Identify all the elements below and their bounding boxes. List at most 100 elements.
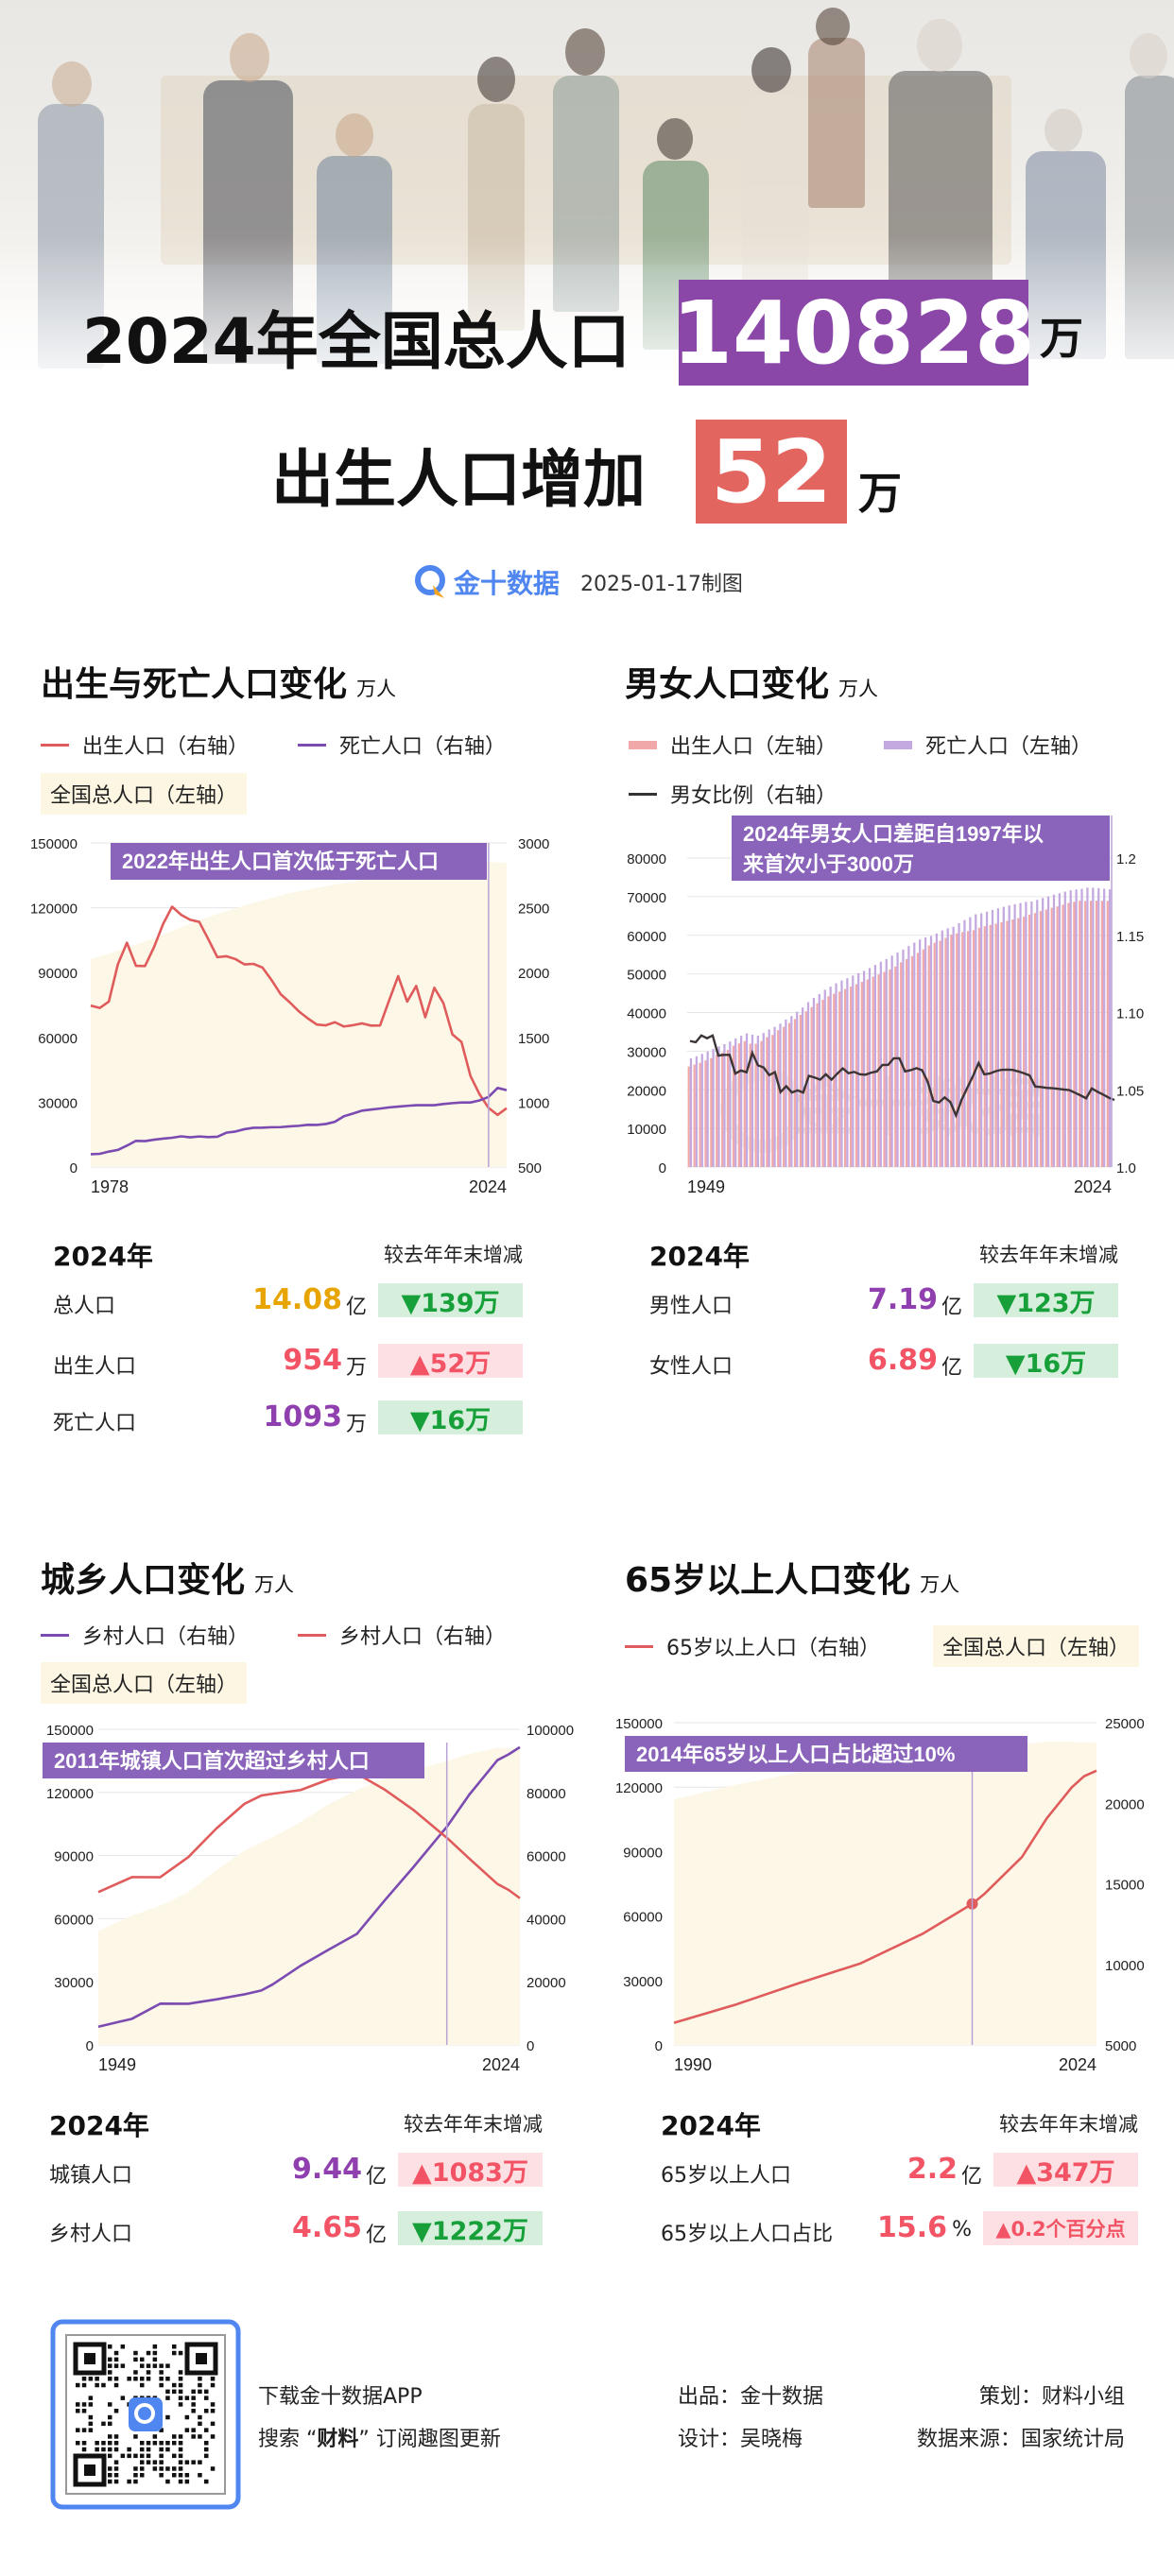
qr-module (210, 2466, 216, 2471)
qr-module (140, 2382, 145, 2388)
male-bar (773, 1026, 776, 1167)
stats-value: 9.44 (291, 2153, 362, 2186)
male-bar (801, 1007, 804, 1167)
right-axis-tick: 20000 (527, 1975, 566, 1991)
male-bar (975, 914, 977, 1167)
qr-module (191, 2389, 196, 2395)
male-bar (919, 939, 922, 1167)
qr-module (113, 2363, 119, 2368)
right-axis-tick: 500 (518, 1160, 542, 1176)
left-axis-tick: 20000 (627, 1083, 666, 1099)
qr-finder-center (84, 2464, 95, 2476)
right-axis-tick: 25000 (1105, 1716, 1145, 1732)
stats-row: 女性人口 6.89 亿 ▼16万 (649, 1344, 1118, 1380)
qr-code[interactable] (49, 2318, 242, 2511)
stats-unit: 万 (345, 1413, 367, 1436)
stats-panel: 2024年 较去年年末增减 城镇人口 9.44 亿 ▲1083万 乡村人口 4.6… (49, 2105, 543, 2294)
stats-value: 15.6 (876, 2211, 947, 2244)
qr-module (81, 2447, 87, 2452)
male-bar (862, 970, 866, 1167)
female-bar (939, 940, 941, 1167)
legend-label: 男女比例（右轴） (670, 784, 837, 808)
stats-unit: 亿 (345, 1296, 367, 1319)
female-bar (889, 970, 891, 1167)
urban-rural-chart: 0 30000 60000 90000 120000 150000 0 20000 40000 6… (43, 1723, 574, 2074)
qr-module (159, 2460, 164, 2464)
left-axis-tick: 150000 (30, 836, 78, 852)
female-bar (783, 1026, 786, 1167)
female-bar (855, 984, 858, 1167)
qr-module (108, 2421, 112, 2427)
female-bar (1039, 911, 1043, 1167)
qr-module (204, 2409, 209, 2413)
left-axis-tick: 30000 (623, 1974, 663, 1990)
annotation-box (43, 1743, 424, 1778)
qr-module (178, 2460, 183, 2464)
qr-module (159, 2473, 164, 2478)
stats-unit: 亿 (941, 1296, 962, 1319)
stats-year: 2024年 (53, 1241, 153, 1272)
left-axis-tick: 0 (70, 1160, 78, 1176)
male-bar (1069, 890, 1072, 1167)
stats-panel: 2024年 较去年年末增减 65岁以上人口 2.2 亿 ▲347万 65岁以上人口… (661, 2105, 1138, 2294)
birth-increase-value: 52 (696, 420, 847, 524)
total-population-area (98, 1747, 520, 2045)
qr-module (133, 2479, 138, 2484)
qr-module (178, 2479, 183, 2484)
female-bar (972, 930, 975, 1167)
male-bar (924, 936, 927, 1167)
qr-module (81, 2402, 87, 2407)
qr-module (140, 2473, 145, 2478)
stats-label: 乡村人口 (49, 2223, 133, 2246)
male-bar (762, 1033, 765, 1167)
qr-module (191, 2434, 196, 2439)
change-badge-down: ▼1222万 (398, 2211, 543, 2246)
qr-module (95, 2447, 99, 2452)
male-bar (1097, 887, 1100, 1167)
female-bar (687, 1066, 690, 1167)
unit-label: 万人 (920, 1573, 960, 1596)
qr-module (165, 2479, 170, 2484)
qr-module (184, 2479, 190, 2484)
gender-chart: 0 10000 20000 30000 40000 50000 60000 70000 8000… (627, 816, 1144, 1196)
qr-module (108, 2441, 112, 2446)
qr-module (120, 2344, 126, 2349)
female-bar (737, 1043, 741, 1167)
change-badge-up: ▲347万 (993, 2153, 1138, 2188)
qr-module (76, 2382, 80, 2388)
female-bar (1106, 901, 1109, 1167)
male-bar (963, 919, 966, 1167)
total-population-value: 140828 (672, 280, 1035, 386)
qr-module (88, 2402, 94, 2407)
qr-module (165, 2396, 170, 2400)
stats-label: 出生人口 (53, 1355, 137, 1379)
stats-compare-header: 较去年年末增减 (999, 2113, 1138, 2136)
qr-module (146, 2363, 151, 2368)
change-badge-up: ▲0.2个百分点 (983, 2211, 1138, 2245)
right-axis-tick: 10000 (1105, 1958, 1145, 1974)
title-text: 男女人口变化 (625, 665, 830, 704)
female-bar (732, 1045, 735, 1167)
qr-module (172, 2344, 177, 2349)
qr-code-icon (50, 2319, 241, 2510)
male-bar (1092, 887, 1095, 1167)
qr-module (81, 2409, 87, 2413)
qr-module (140, 2453, 145, 2459)
qr-module (159, 2382, 164, 2388)
right-axis-tick: 2500 (518, 902, 549, 918)
male-bar (1063, 891, 1066, 1167)
female-bar (1045, 909, 1047, 1167)
male-bar (946, 928, 949, 1167)
qr-module (165, 2441, 170, 2446)
left-axis-tick: 120000 (615, 1780, 663, 1796)
qr-module (133, 2357, 138, 2362)
legend-deaths: 死亡人口（右轴） (298, 730, 506, 760)
qr-module (108, 2473, 112, 2478)
stats-label: 女性人口 (649, 1355, 734, 1379)
female-bar (883, 971, 886, 1167)
male-bar (935, 933, 939, 1167)
x-axis-label: 2024 (482, 2055, 520, 2074)
section-urban-rural-title: 城乡人口变化 万人 (41, 1553, 294, 1602)
qr-module (204, 2396, 209, 2400)
download-app-text: 下载金十数据APP (258, 2385, 423, 2409)
